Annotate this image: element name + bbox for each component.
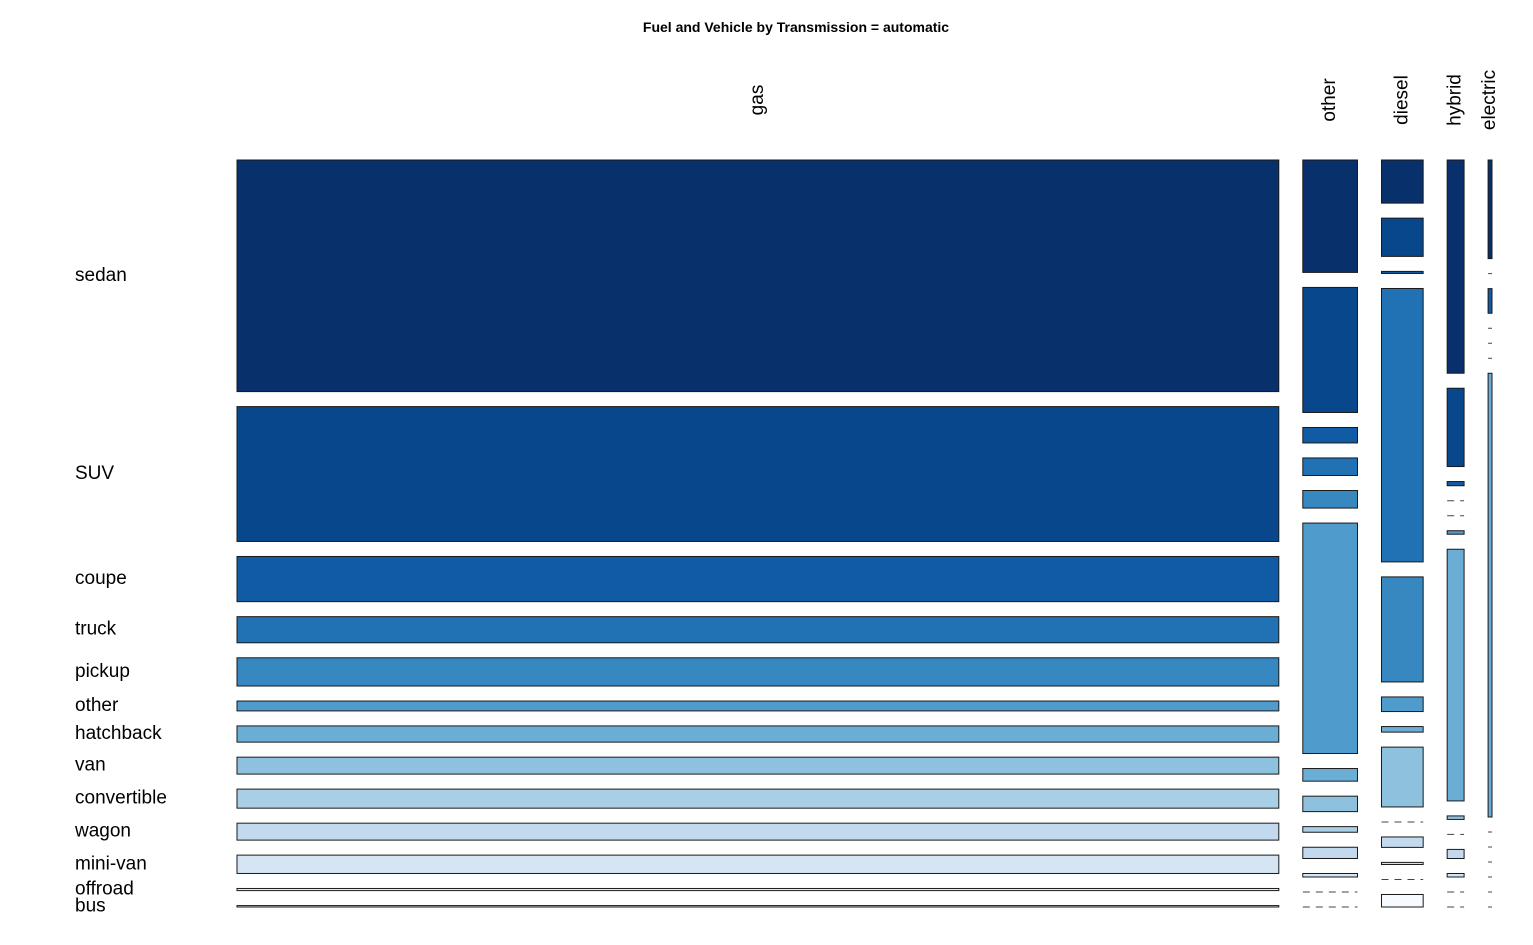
tile-diesel-hatchback	[1380, 726, 1424, 733]
tile-gas-other	[236, 700, 1280, 712]
tile-hybrid-wagon	[1446, 848, 1465, 860]
tile-other-SUV	[1302, 286, 1358, 413]
tile-gas-hatchback	[236, 725, 1280, 743]
tile-electric-hatchback	[1487, 372, 1493, 818]
vehicle-label-bus: bus	[75, 895, 106, 916]
tile-other-coupe	[1302, 426, 1358, 444]
tile-other-pickup	[1302, 490, 1358, 509]
tile-other-truck	[1302, 457, 1358, 477]
tile-gas-pickup	[236, 657, 1280, 687]
tile-gas-bus	[236, 905, 1280, 908]
chart-title: Fuel and Vehicle by Transmission = autom…	[643, 19, 949, 35]
tile-hybrid-hatchback	[1446, 548, 1465, 802]
fuel-label-hybrid: hybrid	[1445, 74, 1466, 126]
tile-diesel-wagon	[1380, 836, 1424, 848]
tile-gas-SUV	[236, 406, 1280, 542]
tile-gas-mini-van	[236, 854, 1280, 874]
tile-diesel-other	[1380, 696, 1424, 713]
tile-gas-convertible	[236, 788, 1280, 809]
vehicle-label-offroad: offroad	[75, 879, 134, 900]
tile-diesel-pickup	[1380, 576, 1424, 683]
vehicle-label-hatchback: hatchback	[75, 723, 162, 744]
tile-electric-sedan	[1487, 159, 1493, 260]
fuel-label-gas: gas	[747, 85, 768, 116]
fuel-label-other: other	[1319, 78, 1340, 122]
fuel-label-electric: electric	[1479, 70, 1500, 130]
tile-diesel-bus	[1380, 893, 1424, 908]
vehicle-label-wagon: wagon	[74, 821, 131, 842]
tile-other-wagon	[1302, 846, 1358, 859]
tile-other-mini-van	[1302, 872, 1358, 878]
vehicle-label-SUV: SUV	[75, 463, 114, 484]
tile-hybrid-mini-van	[1446, 873, 1465, 878]
tile-gas-van	[236, 756, 1280, 775]
tile-gas-offroad	[236, 887, 1280, 892]
mosaic-tiles	[236, 159, 1493, 908]
vehicle-label-convertible: convertible	[75, 788, 167, 809]
tile-diesel-SUV	[1380, 217, 1424, 257]
tile-diesel-van	[1380, 746, 1424, 808]
vehicle-label-sedan: sedan	[75, 265, 127, 286]
tile-gas-sedan	[236, 159, 1280, 393]
fuel-label-diesel: diesel	[1391, 75, 1412, 125]
fuel-labels: gas other diesel hybrid electric	[747, 70, 1500, 130]
tile-gas-wagon	[236, 822, 1280, 841]
tile-electric-coupe	[1487, 288, 1493, 314]
tile-diesel-coupe	[1380, 270, 1424, 274]
vehicle-label-coupe: coupe	[75, 568, 127, 589]
tile-gas-truck	[236, 616, 1280, 644]
tile-hybrid-other	[1446, 530, 1465, 535]
vehicle-labels: sedan SUV coupe truck pickup other hatchback va…	[74, 265, 167, 916]
tile-hybrid-van	[1446, 815, 1465, 820]
vehicle-label-other: other	[75, 695, 119, 716]
tile-diesel-mini-van	[1380, 861, 1424, 865]
tile-other-van	[1302, 795, 1358, 813]
tile-gas-coupe	[236, 555, 1280, 603]
tile-diesel-truck	[1380, 287, 1424, 563]
tile-hybrid-SUV	[1446, 387, 1465, 468]
vehicle-label-truck: truck	[75, 619, 117, 640]
tile-hybrid-sedan	[1446, 159, 1465, 374]
tile-other-other	[1302, 522, 1358, 755]
tile-other-hatchback	[1302, 768, 1358, 782]
tile-other-convertible	[1302, 826, 1358, 833]
tile-other-sedan	[1302, 159, 1358, 273]
tile-hybrid-coupe	[1446, 481, 1465, 487]
vehicle-label-van: van	[75, 755, 106, 776]
vehicle-label-pickup: pickup	[75, 661, 130, 682]
vehicle-label-mini-van: mini-van	[75, 853, 147, 874]
tile-diesel-sedan	[1380, 159, 1424, 204]
